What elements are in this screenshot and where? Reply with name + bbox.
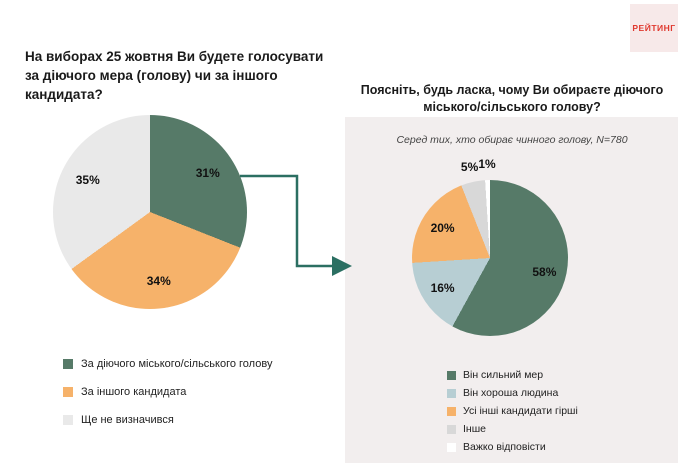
- legend-swatch-hard-to-answer: [447, 442, 456, 452]
- legend-label: Усі інші кандидати гірші: [463, 405, 578, 417]
- slice-value-label: 34%: [146, 274, 171, 289]
- legend-item-other: Інше: [447, 423, 578, 435]
- legend-item-other-candidate: За іншого кандидата: [63, 386, 272, 398]
- legend-item-hard-to-answer: Важко відповісти: [447, 441, 578, 453]
- slice-value-label: 58%: [532, 264, 557, 279]
- rating-group-logo: РЕЙТИНГ: [630, 4, 678, 52]
- legend-label: За іншого кандидата: [81, 386, 187, 398]
- slice-value-label: 20%: [430, 220, 455, 235]
- legend-item-others-worse: Усі інші кандидати гірші: [447, 405, 578, 417]
- slice-value-label: 31%: [195, 165, 220, 180]
- slice-value-label: 35%: [75, 173, 100, 188]
- legend-swatch-other-candidate: [63, 387, 73, 397]
- legend-label: Інше: [463, 423, 486, 435]
- legend-label: Він сильний мер: [463, 369, 544, 381]
- logo-text: РЕЙТИНГ: [632, 23, 676, 33]
- legend-item-incumbent: За діючого міського/сільського голову: [63, 358, 272, 370]
- left-chart-title: На виборах 25 жовтня Ви будете голосуват…: [25, 49, 324, 102]
- legend-swatch-incumbent: [63, 359, 73, 369]
- legend-swatch-good-person: [447, 388, 456, 398]
- legend-swatch-strong-mayor: [447, 370, 456, 380]
- slice-value-label: 5%: [460, 159, 479, 174]
- left-pie-legend: За діючого міського/сільського голову За…: [63, 358, 272, 442]
- connector-arrow: [240, 174, 352, 276]
- legend-label: Важко відповісти: [463, 441, 546, 453]
- legend-item-strong-mayor: Він сильний мер: [447, 369, 578, 381]
- right-chart-subtitle: Серед тих, хто обирає чинного голову, N=…: [396, 134, 628, 146]
- legend-swatch-others-worse: [447, 406, 456, 416]
- left-pie-chart: 31% 34% 35%: [53, 115, 247, 309]
- right-chart-title: Поясніть, будь ласка, чому Ви обираєте д…: [360, 83, 664, 114]
- legend-label: Він хороша людина: [463, 387, 559, 399]
- slice-value-label: 16%: [430, 281, 455, 296]
- legend-swatch-undecided: [63, 415, 73, 425]
- legend-item-undecided: Ще не визначився: [63, 414, 272, 426]
- legend-item-good-person: Він хороша людина: [447, 387, 578, 399]
- slice-value-label: 1%: [478, 157, 496, 172]
- legend-label: Ще не визначився: [81, 414, 174, 426]
- legend-swatch-other: [447, 424, 456, 434]
- legend-label: За діючого міського/сільського голову: [81, 358, 273, 370]
- right-pie-legend: Він сильний мер Він хороша людина Усі ін…: [447, 369, 578, 459]
- right-pie-chart: 58% 16% 20% 5% 1%: [412, 157, 568, 336]
